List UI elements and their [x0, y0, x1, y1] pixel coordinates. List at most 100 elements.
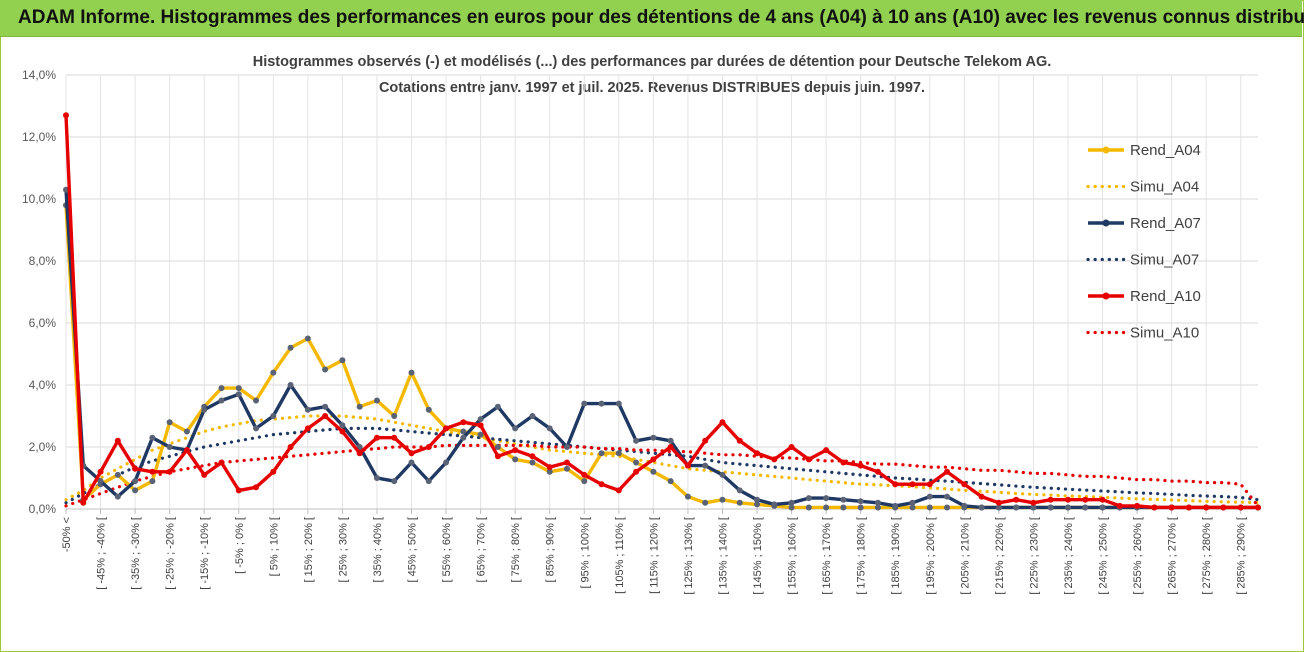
data-point-rend-a10	[1151, 504, 1158, 511]
data-point-rend-a07	[253, 425, 260, 432]
data-point-rend-a10	[546, 464, 553, 471]
data-point-rend-a07	[201, 406, 208, 413]
x-tick-label: [ 265% ; 270% [	[1167, 517, 1179, 595]
y-tick-label: 14,0%	[22, 68, 56, 82]
x-tick-label: [ -15% ; -10% [	[199, 517, 211, 590]
x-tick-label: [ 225% ; 230% [	[1028, 517, 1040, 595]
x-tick-label: -50% <	[61, 517, 73, 552]
data-point-rend-a07	[391, 478, 398, 485]
series-line-simu-a10	[64, 443, 1260, 508]
x-tick-label: [ -25% ; -20% [	[165, 517, 177, 590]
data-point-rend-a07	[304, 406, 311, 413]
data-point-rend-a04	[373, 397, 380, 404]
data-point-rend-a07	[581, 400, 588, 407]
data-point-rend-a04	[304, 335, 311, 342]
data-point-rend-a10	[633, 468, 640, 475]
data-point-rend-a04	[857, 504, 864, 511]
data-point-rend-a07	[1030, 504, 1037, 511]
data-point-rend-a07	[373, 475, 380, 481]
data-point-rend-a10	[667, 444, 674, 450]
data-point-rend-a04	[684, 493, 691, 500]
data-point-rend-a07	[978, 504, 985, 511]
data-point-rend-a10	[926, 481, 933, 488]
data-point-rend-a10	[391, 434, 398, 441]
legend-label-rend-a10: Rend_A10	[1130, 288, 1201, 305]
series-line-simu-a04	[64, 414, 1260, 505]
x-tick-label: [ 35% ; 40% [	[372, 517, 384, 582]
data-point-rend-a10	[874, 468, 881, 475]
data-point-rend-a10	[1099, 496, 1106, 503]
data-point-rend-a04	[356, 403, 363, 410]
data-point-rend-a04	[270, 369, 277, 376]
legend-label-simu-a04: Simu_A04	[1130, 179, 1199, 196]
chart-title: Histogrammes observés (-) et modélisés (…	[252, 54, 1052, 70]
data-point-rend-a10	[253, 484, 260, 491]
data-point-rend-a10	[1168, 504, 1175, 511]
data-point-rend-a10	[563, 459, 570, 466]
y-tick-label: 4,0%	[29, 378, 57, 392]
data-point-rend-a10	[201, 471, 208, 478]
data-point-rend-a07	[512, 425, 519, 432]
data-point-rend-a10	[166, 468, 173, 475]
data-point-rend-a07	[529, 413, 536, 419]
data-point-rend-a10	[788, 444, 795, 450]
data-point-rend-a04	[529, 459, 536, 466]
x-tick-label: [ 165% ; 170% [	[821, 517, 833, 595]
data-point-rend-a07	[443, 459, 450, 466]
x-tick-label: [ 205% ; 210% [	[959, 517, 971, 595]
data-point-rend-a07	[788, 499, 795, 506]
legend-label-rend-a04: Rend_A04	[1130, 142, 1201, 159]
x-tick-label: [ 15% ; 20% [	[303, 517, 315, 582]
data-point-rend-a04	[287, 344, 294, 351]
x-tick-label: [ -35% ; -30% [	[130, 517, 142, 590]
data-point-rend-a07	[356, 444, 363, 450]
data-point-rend-a07	[926, 493, 933, 500]
data-point-rend-a07	[874, 499, 881, 506]
data-point-rend-a04	[322, 366, 329, 373]
x-tick-label: [ 135% ; 140% [	[717, 517, 729, 595]
data-point-rend-a07	[1082, 504, 1089, 511]
data-point-rend-a10	[771, 456, 778, 463]
data-point-rend-a10	[339, 428, 346, 435]
x-tick-label: [ 75% ; 80% [	[510, 517, 522, 582]
data-point-rend-a07	[287, 382, 294, 388]
data-point-rend-a10	[805, 456, 812, 463]
data-point-rend-a10	[892, 481, 899, 488]
data-point-rend-a10	[1203, 504, 1210, 511]
x-tick-label: [ 105% ; 110% [	[614, 517, 626, 594]
x-tick-label: [ 275% ; 280% [	[1201, 517, 1213, 595]
x-tick-label: [ 185% ; 190% [	[890, 517, 902, 595]
data-point-rend-a07	[546, 425, 553, 432]
x-tick-label: [ 95% ; 100% [	[579, 517, 591, 589]
data-point-rend-a10	[978, 493, 985, 500]
data-point-rend-a07	[1099, 504, 1106, 511]
data-point-rend-a04	[909, 504, 916, 511]
data-point-rend-a04	[132, 487, 139, 494]
data-point-rend-a04	[581, 478, 588, 485]
x-tick-label: [ 5% ; 10% [	[268, 517, 280, 576]
data-point-rend-a07	[771, 501, 778, 508]
data-point-rend-a10	[1047, 496, 1054, 503]
data-point-rend-a10	[373, 434, 380, 441]
data-point-rend-a10	[218, 459, 225, 466]
data-point-rend-a10	[823, 447, 830, 454]
x-tick-label: [ 285% ; 290% [	[1236, 517, 1248, 595]
data-point-rend-a10	[1116, 502, 1123, 509]
data-point-rend-a04	[598, 450, 605, 457]
data-point-rend-a07	[892, 502, 899, 509]
x-tick-label: [ 85% ; 90% [	[545, 517, 557, 582]
data-point-rend-a07	[235, 391, 242, 398]
y-tick-label: 2,0%	[29, 440, 57, 454]
data-point-rend-a07	[477, 416, 484, 423]
y-tick-label: 6,0%	[29, 316, 57, 330]
data-point-rend-a07	[667, 437, 674, 444]
data-point-rend-a10	[1013, 496, 1020, 503]
data-point-rend-a10	[235, 487, 242, 494]
data-point-rend-a07	[840, 496, 847, 503]
data-point-rend-a07	[339, 422, 346, 429]
data-point-rend-a07	[615, 400, 622, 407]
data-point-rend-a04	[944, 504, 951, 511]
data-point-rend-a04	[253, 397, 260, 404]
